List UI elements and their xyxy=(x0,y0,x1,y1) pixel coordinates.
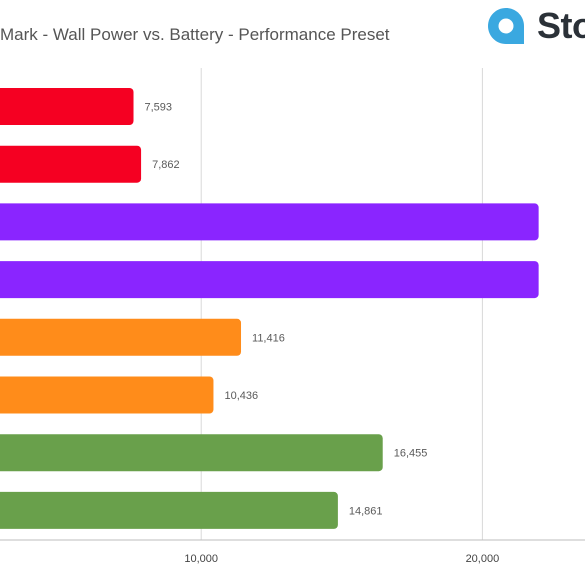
bar-value-label: 16,455 xyxy=(394,448,428,460)
chart-title: Mark - Wall Power vs. Battery - Performa… xyxy=(0,25,390,44)
x-tick-label: 20,000 xyxy=(466,553,500,565)
bar-value-label: 7,593 xyxy=(145,102,173,114)
bar xyxy=(0,318,242,356)
brand-logo: Sto xyxy=(487,7,585,47)
logo-text: Sto xyxy=(537,7,585,46)
pin-drop-icon xyxy=(488,8,524,44)
bar xyxy=(0,376,214,414)
bar xyxy=(0,261,539,299)
bar-value-label: 14,861 xyxy=(349,505,383,517)
bar xyxy=(0,203,539,241)
bar xyxy=(0,491,338,529)
bar-value-label: 7,862 xyxy=(152,159,180,171)
bar xyxy=(0,434,383,472)
bar-value-label: 11,416 xyxy=(252,332,285,344)
x-tick-label: 10,000 xyxy=(184,553,218,565)
bar-value-label: 10,436 xyxy=(224,390,258,402)
bar xyxy=(0,88,134,125)
bar xyxy=(0,145,142,183)
